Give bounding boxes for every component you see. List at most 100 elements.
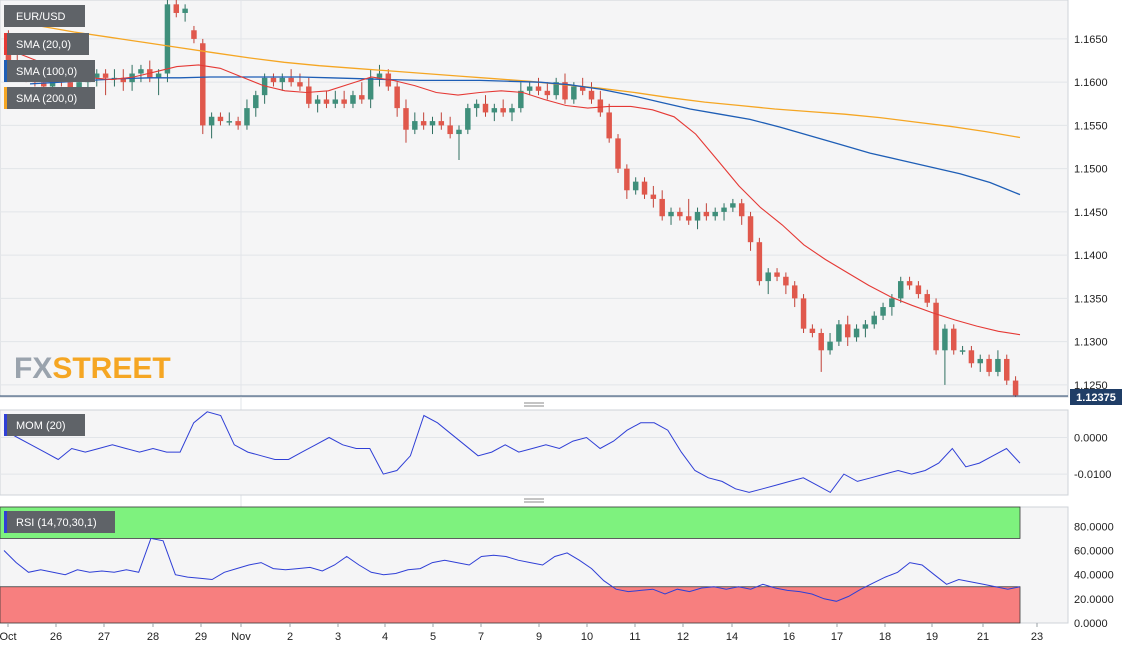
candle-body [809, 328, 816, 333]
candle-body [571, 86, 577, 100]
candle-body [535, 86, 542, 91]
candle [783, 272, 789, 295]
candle-body [968, 350, 975, 364]
time-axis: Oct 26 27 28 29 Nov 2 3 4 5 7 9 10 11 12 14 16 17 18 19 21 23 [0, 623, 1043, 643]
candle-body [288, 77, 294, 83]
candle-body [650, 194, 657, 199]
candle [951, 324, 957, 355]
time-tick-label: 10 [581, 631, 593, 643]
candle-body [624, 168, 630, 191]
time-tick-label: 9 [536, 631, 542, 643]
panel-splitter-1[interactable] [524, 402, 544, 407]
candle [615, 134, 621, 173]
candle-body [279, 77, 286, 83]
time-tick-label: 5 [430, 631, 436, 643]
candle [253, 90, 259, 117]
candle [332, 90, 339, 109]
candles [5, 0, 1019, 397]
price-tick-label: 1.1300 [1074, 337, 1108, 349]
candle [836, 320, 842, 346]
rsi-tag: RSI (14,70,30,1) [4, 511, 115, 533]
candle-body [376, 73, 383, 78]
time-tick-label: 18 [879, 631, 891, 643]
candle [906, 276, 913, 290]
rsi-line [3, 537, 1021, 602]
candle-body [844, 324, 851, 338]
momentum-tick-label: 0.0000 [1074, 432, 1108, 444]
candle [606, 103, 612, 143]
candle [518, 82, 524, 113]
candle-body [924, 294, 930, 303]
candle-body [447, 125, 453, 135]
candle [756, 237, 763, 286]
rsi-overbought-zone [0, 506, 1021, 539]
candle [341, 90, 347, 109]
candle-body [420, 121, 427, 126]
candle [323, 90, 330, 109]
sma100-tag: SMA (100,0) [4, 60, 95, 82]
candle-body [306, 86, 312, 104]
candle-body [712, 211, 718, 217]
candle [535, 77, 542, 96]
candle [235, 116, 241, 130]
candle [447, 116, 453, 139]
symbol-tag: EUR/USD [4, 5, 85, 27]
rsi-label: RSI (14,70,30,1) [16, 517, 97, 529]
rsi-tick-label: 0.0000 [1074, 618, 1108, 630]
candle [138, 64, 144, 83]
candle-body [102, 73, 109, 78]
candle-body [403, 108, 409, 130]
candle-body [359, 95, 365, 100]
rsi-tick-label: 80.0000 [1074, 521, 1114, 533]
candle-body [544, 90, 551, 96]
candle-body [235, 121, 241, 126]
candle-body [818, 332, 824, 351]
momentum-tag: MOM (20) [4, 414, 85, 436]
time-tick-label: 17 [831, 631, 843, 643]
candle [102, 69, 109, 96]
candle-body [774, 272, 780, 277]
candle [668, 207, 674, 225]
candle [456, 125, 462, 161]
candle-body [394, 86, 400, 109]
candle [465, 103, 471, 135]
indicator-axes: 0.0000 -0.0100 0.0000 20.0000 40.0000 60.0000… [1074, 432, 1114, 630]
candle-body [253, 95, 259, 109]
time-tick-label: 23 [1031, 631, 1043, 643]
candle [959, 345, 966, 355]
candle [774, 268, 780, 282]
candle-body [738, 203, 745, 217]
candle-body [350, 95, 356, 104]
candle [491, 103, 498, 122]
candle [747, 211, 754, 251]
price-tick-label: 1.1350 [1074, 293, 1108, 305]
candle-body [491, 108, 498, 113]
candle-body [951, 328, 957, 351]
candle [412, 112, 418, 135]
candle-body [668, 211, 674, 217]
momentum-label: MOM (20) [16, 420, 66, 432]
candle-body [94, 73, 100, 78]
fxstreet-logo: FXSTREET [14, 352, 171, 385]
candle-body [906, 281, 913, 286]
momentum-line [3, 411, 1021, 494]
candle [942, 324, 948, 385]
candle [968, 345, 975, 368]
sma200-tag: SMA (200,0) [4, 87, 95, 109]
candle-body [959, 350, 966, 352]
candle-body [509, 108, 515, 113]
last-price-tag: 1.12375 [1070, 389, 1122, 405]
time-tick-label: 16 [783, 631, 795, 643]
candle-body [862, 324, 869, 329]
rsi-oversold-zone [0, 586, 1021, 624]
candle [730, 198, 736, 212]
candle [800, 294, 807, 333]
candle-body [67, 82, 73, 91]
candle-body [871, 315, 877, 325]
panel-splitter-2[interactable] [524, 498, 544, 503]
candle [120, 69, 127, 91]
candle-body [827, 341, 833, 351]
candle-body [606, 112, 612, 139]
candle [500, 99, 506, 117]
